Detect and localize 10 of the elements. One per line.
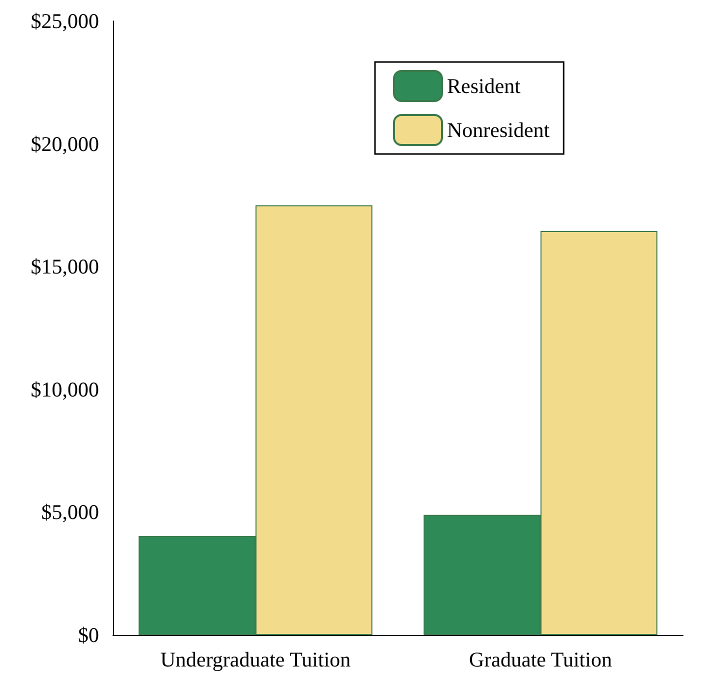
y-tick-label: $10,000 [30, 377, 99, 402]
y-tick-label: $25,000 [30, 9, 99, 33]
y-tick-label: $0 [78, 623, 99, 647]
y-tick-label: $20,000 [30, 132, 99, 156]
y-tick-label: $5,000 [41, 500, 99, 524]
x-tick-label: Undergraduate Tuition [160, 648, 352, 672]
legend-label: Nonresident [447, 118, 550, 142]
x-tick-label: Graduate Tuition [469, 648, 612, 672]
legend-label: Resident [447, 74, 521, 98]
y-tick-label: $15,000 [30, 254, 99, 279]
